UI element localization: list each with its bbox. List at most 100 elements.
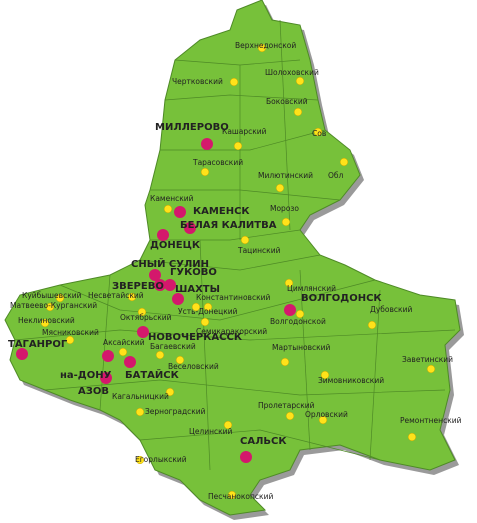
district-label: Целинский	[189, 427, 233, 436]
district-label: Усть-Донецкий	[178, 307, 238, 316]
district-label: Зерноградский	[145, 407, 206, 416]
district-dot	[127, 292, 137, 302]
district-label: Несветайский	[88, 291, 144, 300]
district-label: Пролетарский	[258, 401, 315, 410]
city-dot	[172, 293, 184, 305]
district-label: Мясниковский	[42, 328, 99, 337]
city-dot	[157, 229, 169, 241]
city-label: НОВОЧЕРКАССК	[148, 332, 243, 343]
district-label: Кагальницкий	[112, 392, 169, 401]
district-dot	[313, 127, 323, 137]
district-dot	[55, 293, 65, 303]
district-dot	[200, 167, 210, 177]
district-label: Матвеево-Курганский	[10, 301, 97, 310]
district-dot	[257, 43, 267, 53]
district-label: Зимовниковский	[318, 376, 384, 385]
district-dot	[223, 420, 233, 430]
district-dot	[426, 364, 436, 374]
district-label: Дубовский	[370, 305, 412, 314]
district-dot	[295, 309, 305, 319]
district-dot	[320, 370, 330, 380]
district-label: Цимлянский	[287, 284, 336, 293]
district-label: Боковский	[266, 97, 308, 106]
district-dot	[285, 411, 295, 421]
district-label: Шолоховский	[265, 68, 319, 77]
district-label: Сов	[312, 129, 326, 138]
district-dot	[135, 407, 145, 417]
city-dot	[100, 372, 112, 384]
city-label: САЛЬСК	[240, 436, 287, 447]
district-label: Ремонтненский	[400, 416, 462, 425]
city-label: БАТАЙСК	[125, 368, 180, 381]
district-label: Заветинский	[402, 355, 453, 364]
city-dot	[201, 138, 213, 150]
district-label: Октябрьский	[120, 313, 172, 322]
city-label: ВОЛГОДОНСК	[301, 293, 382, 304]
city-dot	[184, 222, 196, 234]
district-dot	[293, 107, 303, 117]
city-dot	[124, 356, 136, 368]
city-dot	[174, 206, 186, 218]
district-label: Куйбышевский	[22, 291, 82, 300]
district-dot	[137, 307, 147, 317]
settlement-dots	[16, 43, 436, 500]
city-dot	[149, 269, 161, 281]
district-dot	[163, 204, 173, 214]
district-label: Верхнедонской	[235, 41, 296, 50]
district-dot	[191, 302, 201, 312]
district-dot	[318, 415, 328, 425]
district-dot	[200, 317, 210, 327]
district-label: Веселовский	[168, 362, 219, 371]
district-dot	[275, 183, 285, 193]
district-dot	[281, 217, 291, 227]
labels: МИЛЛЕРОВО КАМЕНСК БЕЛАЯ КАЛИТВА ДОНЕЦК СНЫЙ …	[8, 41, 462, 501]
city-dot	[154, 279, 166, 291]
district-borders	[14, 19, 456, 471]
city-dot	[284, 304, 296, 316]
city-label: КАМЕНСК	[193, 206, 250, 217]
city-label: ДОНЕЦК	[150, 240, 201, 251]
district-label: Тарасовский	[192, 158, 243, 167]
district-dot	[240, 235, 250, 245]
district-dot	[229, 77, 239, 87]
district-dot	[40, 318, 50, 328]
district-dot	[65, 335, 75, 345]
district-dot	[175, 355, 185, 365]
city-label: ГУКОВО	[170, 267, 217, 278]
district-label: Багаевский	[150, 342, 196, 351]
city-label: СНЫЙ СУЛИН	[131, 257, 209, 270]
city-label: на-ДОНУ	[60, 370, 112, 381]
district-dot	[227, 490, 237, 500]
district-label: Морозо	[270, 204, 299, 213]
district-label: Мартыновский	[272, 343, 331, 352]
region	[4, 0, 461, 516]
city-label: МИЛЛЕРОВО	[155, 122, 229, 133]
city-dot	[164, 279, 176, 291]
city-dot	[240, 451, 252, 463]
district-label: Обл	[328, 171, 344, 180]
city-dot	[137, 326, 149, 338]
district-label: Волгодонской	[270, 317, 326, 326]
district-label: Кашарский	[222, 127, 267, 136]
district-dot	[367, 320, 377, 330]
district-dot	[165, 387, 175, 397]
district-label: Константиновский	[196, 293, 270, 302]
district-label: Орловский	[305, 410, 348, 419]
district-label: Чертковский	[172, 77, 223, 86]
city-dot	[16, 348, 28, 360]
district-dot	[339, 157, 349, 167]
district-label: Семикаракорский	[196, 327, 267, 336]
city-label: ЗВЕРЕВО	[112, 281, 164, 292]
district-dot	[118, 347, 128, 357]
district-dot	[155, 350, 165, 360]
district-dot	[233, 141, 243, 151]
district-dot	[284, 278, 294, 288]
city-dot	[102, 350, 114, 362]
district-label: Каменский	[150, 194, 194, 203]
district-label: Егорлыкский	[135, 455, 187, 464]
district-dot	[135, 455, 145, 465]
city-label: ТАГАНРОГ	[8, 339, 68, 350]
district-label: Песчанокопский	[208, 492, 273, 501]
district-dot	[280, 357, 290, 367]
